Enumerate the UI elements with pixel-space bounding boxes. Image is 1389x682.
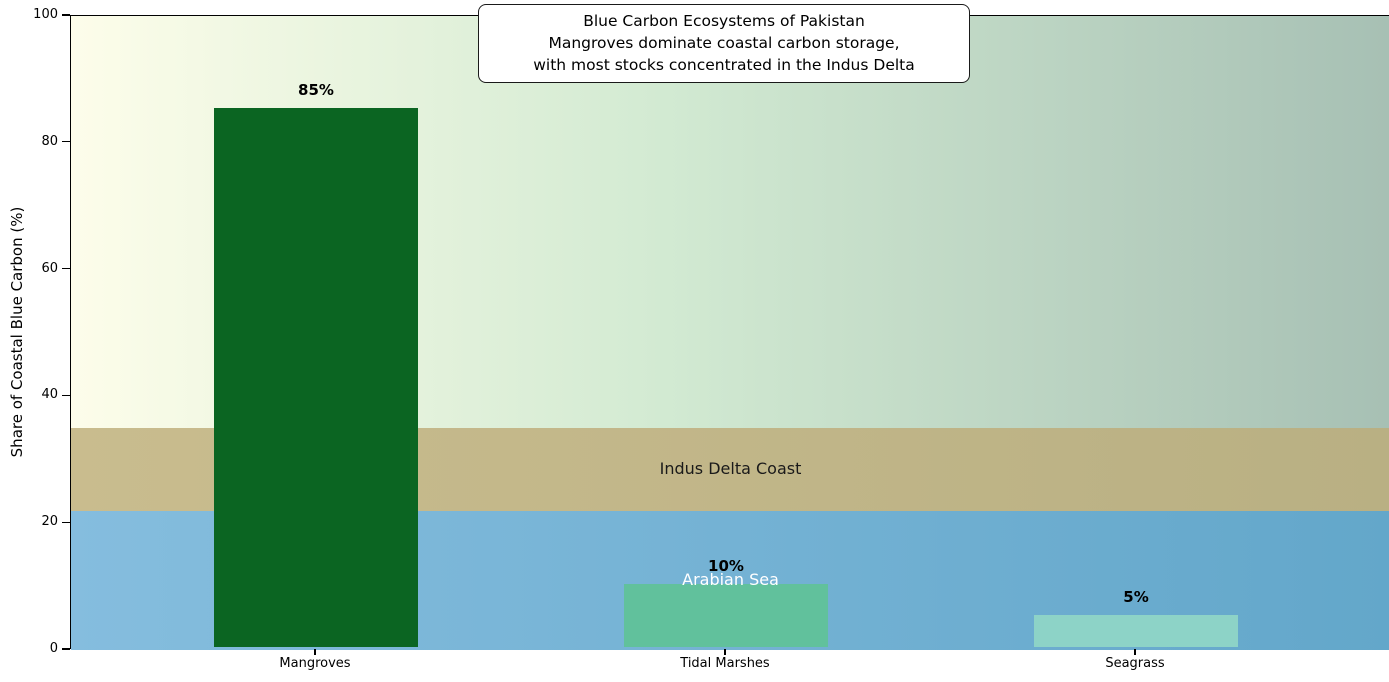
x-tick-mark bbox=[724, 649, 726, 655]
x-tick-mark bbox=[314, 649, 316, 655]
y-tick-label: 0 bbox=[49, 641, 58, 656]
plot-area: 85% 10% 5% Indus Delta Coast Arabian Sea bbox=[70, 15, 1389, 650]
y-tick-label: 80 bbox=[41, 133, 58, 149]
x-tick-mark bbox=[1134, 649, 1136, 655]
y-tick-mark bbox=[62, 267, 70, 270]
y-tick-mark bbox=[62, 14, 70, 16]
bar-value-label-seagrass: 5% bbox=[1123, 588, 1149, 607]
y-tick-label: 40 bbox=[41, 387, 58, 403]
bar-seagrass bbox=[1034, 615, 1238, 647]
y-tick-mark bbox=[62, 648, 70, 650]
y-tick-mark bbox=[62, 141, 70, 143]
x-tick-label-seagrass: Seagrass bbox=[1105, 656, 1165, 671]
chart-subtitle-line-1: Mangroves dominate coastal carbon storag… bbox=[548, 34, 900, 52]
bar-value-label-mangroves: 85% bbox=[298, 81, 334, 100]
y-tick-label: 100 bbox=[33, 7, 58, 22]
y-tick-mark bbox=[62, 521, 70, 523]
y-tick-mark bbox=[62, 394, 70, 397]
chart-title-box: Blue Carbon Ecosystems of Pakistan Mangr… bbox=[478, 4, 970, 83]
band-label-arabian-sea: Arabian Sea bbox=[682, 570, 779, 590]
y-axis-label: Share of Coastal Blue Carbon (%) bbox=[8, 206, 26, 458]
bar-mangroves bbox=[214, 108, 418, 647]
x-tick-label-mangroves: Mangroves bbox=[279, 656, 351, 671]
band-label-indus-delta-coast: Indus Delta Coast bbox=[659, 459, 802, 479]
bar-value-label-tidal-marshes: 10% bbox=[708, 556, 744, 575]
bar-tidal-marshes bbox=[624, 583, 828, 647]
chart-subtitle-line-2: with most stocks concentrated in the Ind… bbox=[533, 56, 915, 74]
y-tick-label: 20 bbox=[41, 514, 58, 530]
x-tick-label-tidal-marshes: Tidal Marshes bbox=[680, 656, 770, 671]
chart-title: Blue Carbon Ecosystems of Pakistan bbox=[583, 12, 865, 30]
y-tick-label: 60 bbox=[41, 260, 58, 276]
